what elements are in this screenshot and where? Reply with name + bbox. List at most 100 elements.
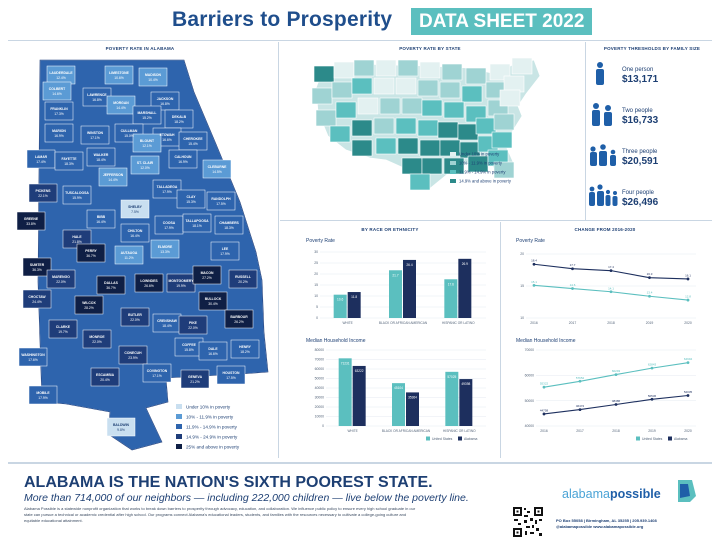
county-rate: 16.9% bbox=[178, 160, 188, 164]
county-shape bbox=[74, 295, 104, 315]
county-name: MONROE bbox=[89, 335, 105, 339]
y-tick-label: 20000 bbox=[315, 405, 325, 409]
county-name: MONTGOMERY bbox=[169, 279, 195, 283]
data-point bbox=[532, 283, 536, 287]
county-rate: 20.4% bbox=[100, 378, 110, 382]
data-point bbox=[532, 262, 536, 266]
state-shape bbox=[437, 121, 459, 139]
alabama-possible-logo[interactable]: alabamapossible bbox=[562, 487, 661, 501]
county-rate: 18.2% bbox=[174, 120, 184, 124]
bar bbox=[352, 365, 366, 426]
legend-label: Under 10% in poverty bbox=[459, 152, 500, 157]
county-shape bbox=[134, 273, 164, 293]
county-rate: 15.2% bbox=[142, 116, 152, 120]
county-rate: 19.9% bbox=[176, 284, 186, 288]
page-title: Barriers to Prosperity bbox=[172, 8, 393, 31]
bar bbox=[389, 270, 402, 318]
county-name: RANDOLPH bbox=[211, 197, 231, 201]
county-rate: 18.3% bbox=[224, 226, 234, 230]
point-value-label: 62843 bbox=[648, 363, 657, 367]
county-shape bbox=[168, 149, 198, 169]
county-shape bbox=[48, 319, 78, 339]
state-shape bbox=[409, 173, 431, 191]
y-tick-label: 60000 bbox=[525, 374, 535, 378]
county-name: BALDWIN bbox=[113, 423, 130, 427]
chart-title: Poverty Rate bbox=[516, 238, 545, 244]
county-rate: 22.0% bbox=[188, 326, 198, 330]
divider bbox=[280, 220, 712, 221]
county-rate: 17.4% bbox=[36, 160, 46, 164]
county-shape bbox=[106, 95, 136, 115]
county-name: BULLOCK bbox=[205, 297, 222, 301]
county-name: WINSTON bbox=[87, 131, 103, 135]
county-name: AUTAUGA bbox=[121, 251, 138, 255]
county-name: CLARKE bbox=[56, 325, 71, 329]
county-shape bbox=[80, 125, 110, 145]
logo-part-b: possible bbox=[609, 487, 661, 501]
county-rate: 17.9% bbox=[220, 252, 230, 256]
bar-value-label: 63222 bbox=[355, 369, 364, 373]
county-rate: 22.0% bbox=[56, 280, 66, 284]
county-rate: 10.6% bbox=[114, 76, 124, 80]
county-shape bbox=[62, 185, 92, 205]
bar bbox=[392, 383, 405, 426]
county-shape bbox=[28, 183, 58, 203]
county-rate: 16.4% bbox=[96, 220, 106, 224]
county-rate: 24.4% bbox=[32, 300, 42, 304]
threshold-value: $13,171 bbox=[622, 74, 659, 85]
y-tick-label: 10000 bbox=[315, 415, 325, 419]
bar-value-label: 11.8 bbox=[351, 295, 357, 299]
county-shape bbox=[154, 215, 184, 235]
legend-label: 14.9% - 24.9% in poverty bbox=[186, 435, 238, 440]
county-shape bbox=[202, 159, 232, 179]
state-shape bbox=[419, 139, 441, 157]
state-shape bbox=[419, 61, 441, 79]
point-value-label: 46472 bbox=[576, 404, 585, 408]
race-title: BY RACE OR ETHNICITY bbox=[361, 227, 419, 232]
county-name: ESCAMBIA bbox=[96, 373, 115, 377]
y-tick-label: 30 bbox=[314, 250, 318, 254]
county-shape bbox=[150, 239, 180, 259]
state-shape bbox=[457, 123, 479, 141]
county-name: ETOWAH bbox=[160, 133, 175, 137]
data-point bbox=[648, 276, 651, 280]
county-rate: 28.2% bbox=[84, 306, 94, 310]
state-shape bbox=[499, 89, 521, 107]
county-name: FRANKLIN bbox=[50, 107, 68, 111]
state-shape bbox=[357, 97, 379, 115]
change-poverty-chart: Poverty Rate 10 15 20 2016 2017 2018 2019 2020 15… bbox=[516, 238, 696, 325]
county-rate: 21.2% bbox=[190, 380, 200, 384]
qr-code-icon[interactable] bbox=[512, 506, 544, 538]
state-shape bbox=[493, 161, 515, 179]
county-shape bbox=[210, 241, 240, 261]
county-shape bbox=[90, 367, 120, 387]
county-shape bbox=[180, 369, 210, 389]
county-shape bbox=[132, 133, 162, 153]
contact-web[interactable]: @alabamapossible www.alabamapossible.org bbox=[556, 524, 644, 529]
county-name: HALE bbox=[72, 235, 82, 239]
bar bbox=[444, 279, 458, 318]
chart-title: Median Household Income bbox=[306, 338, 366, 344]
county-name: BUTLER bbox=[128, 313, 142, 317]
contact-info: PO Box 55058 | Birmingham, AL 35255 | 20… bbox=[556, 518, 706, 530]
legend-swatch bbox=[176, 424, 182, 429]
county-rate: 16.6% bbox=[208, 352, 218, 356]
divider bbox=[8, 462, 712, 464]
county-shape bbox=[54, 151, 84, 171]
point-value-label: 16.1 bbox=[685, 273, 691, 277]
point-value-label: 16.3 bbox=[647, 272, 653, 276]
county-rate: 12.1% bbox=[142, 144, 152, 148]
y-tick-label: 15 bbox=[314, 283, 318, 287]
state-shape bbox=[351, 77, 373, 95]
data-point bbox=[578, 408, 582, 412]
bar bbox=[445, 371, 459, 426]
race-income-chart: Median Household Income 0 10000 20000 30000 4… bbox=[306, 338, 486, 441]
county-name: CHAMBERS bbox=[219, 221, 239, 225]
county-rate: 22.1% bbox=[38, 194, 48, 198]
state-shape bbox=[491, 131, 513, 149]
point-value-label: 13.4 bbox=[647, 291, 653, 295]
county-name: BLOUNT bbox=[140, 139, 155, 143]
point-value-label: 12.8 bbox=[685, 295, 691, 299]
legend-swatch bbox=[450, 161, 456, 165]
